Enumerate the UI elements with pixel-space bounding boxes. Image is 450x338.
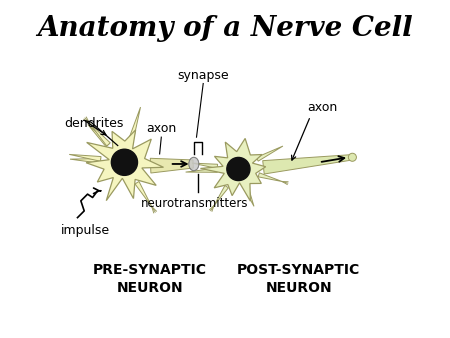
Circle shape xyxy=(348,153,356,161)
Circle shape xyxy=(111,149,138,175)
Circle shape xyxy=(227,158,250,180)
Ellipse shape xyxy=(189,157,199,171)
Text: synapse: synapse xyxy=(177,69,229,82)
Polygon shape xyxy=(135,182,152,207)
Text: Anatomy of a Nerve Cell: Anatomy of a Nerve Cell xyxy=(37,15,413,42)
Polygon shape xyxy=(192,163,218,168)
Polygon shape xyxy=(150,158,194,173)
Polygon shape xyxy=(256,146,283,161)
Text: axon: axon xyxy=(146,122,176,136)
Polygon shape xyxy=(69,154,101,161)
Polygon shape xyxy=(263,154,353,174)
Polygon shape xyxy=(245,188,254,207)
Polygon shape xyxy=(186,168,217,172)
Text: POST-SYNAPTIC
NEURON: POST-SYNAPTIC NEURON xyxy=(237,263,360,295)
Polygon shape xyxy=(89,123,110,146)
Text: axon: axon xyxy=(307,101,338,114)
Polygon shape xyxy=(129,107,140,140)
Polygon shape xyxy=(214,186,229,206)
Text: PRE-SYNAPTIC
NEURON: PRE-SYNAPTIC NEURON xyxy=(93,263,207,295)
Polygon shape xyxy=(70,159,101,163)
Polygon shape xyxy=(88,124,109,147)
Text: neurotransmitters: neurotransmitters xyxy=(141,197,248,211)
Text: impulse: impulse xyxy=(61,224,110,237)
Polygon shape xyxy=(86,130,163,200)
Polygon shape xyxy=(258,173,282,182)
Polygon shape xyxy=(200,139,266,201)
Text: dendrites: dendrites xyxy=(64,117,123,130)
